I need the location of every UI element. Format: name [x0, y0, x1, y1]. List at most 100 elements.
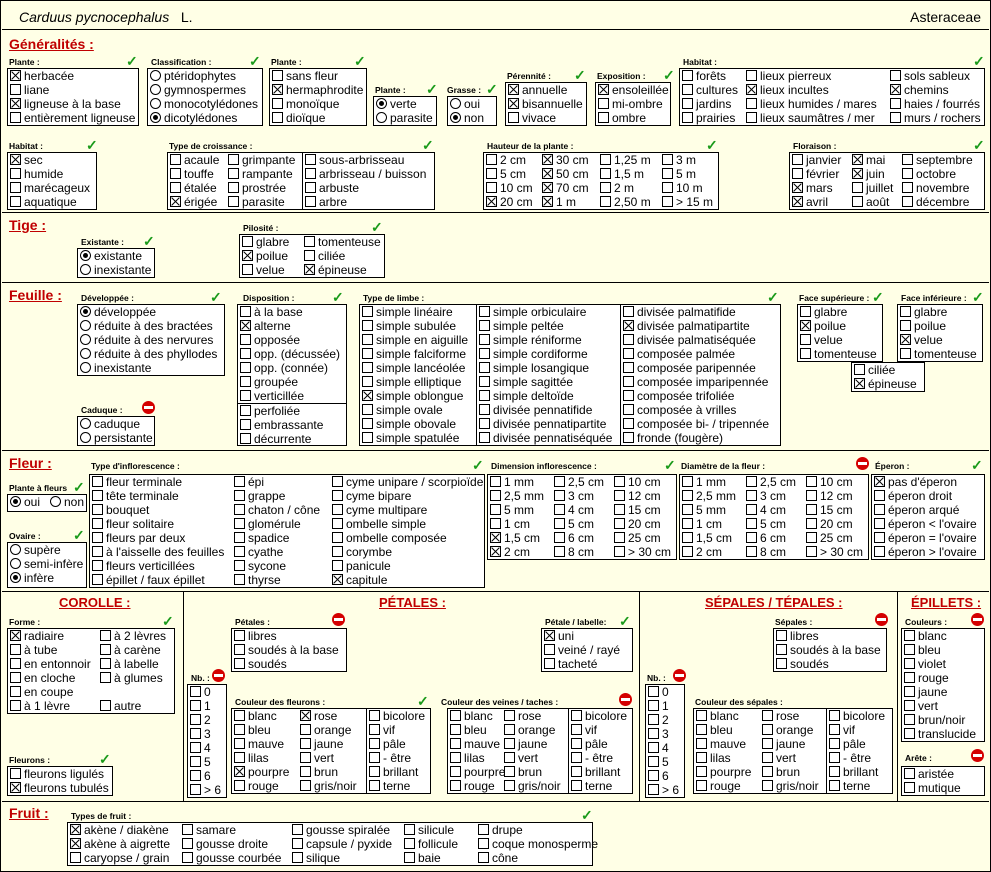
option-diminflo[interactable]: 1 cm: [490, 517, 530, 531]
option-limbe[interactable]: composée trifoliée: [623, 389, 734, 403]
option-developpee[interactable]: réduite à des nervures: [80, 333, 213, 347]
option-diminflo[interactable]: 2 cm: [490, 545, 530, 559]
option-classification[interactable]: dicotylédones: [150, 111, 237, 125]
option-coulfleurons[interactable]: rose: [300, 709, 337, 723]
checkbox[interactable]: [450, 738, 461, 749]
checkbox[interactable]: [829, 766, 840, 777]
checkbox[interactable]: [479, 432, 490, 443]
option-inflorescence[interactable]: tête terminale: [92, 489, 179, 503]
checkbox[interactable]: [234, 630, 245, 641]
checkbox[interactable]: [571, 724, 582, 735]
option-fruits[interactable]: gousse droite: [182, 837, 268, 851]
option-arete[interactable]: mutique: [904, 781, 961, 795]
option-coulfleurons[interactable]: blanc: [234, 709, 277, 723]
option-habitat1[interactable]: lieux humides / mares: [746, 97, 877, 111]
option-limbe[interactable]: simple linéaire: [362, 305, 453, 319]
option-diamfleur[interactable]: 4 cm: [746, 503, 786, 517]
option-pilosite[interactable]: épineuse: [304, 263, 367, 277]
checkbox[interactable]: [369, 710, 380, 721]
option-limbe[interactable]: simple falciforme: [362, 347, 466, 361]
option-coulveines[interactable]: bleu: [450, 723, 487, 737]
option-diamfleur[interactable]: 1,5 cm: [682, 531, 732, 545]
option-limbe[interactable]: simple ovale: [362, 403, 443, 417]
checkbox[interactable]: [614, 518, 625, 529]
checkbox[interactable]: [10, 672, 21, 683]
checkbox[interactable]: [696, 724, 707, 735]
option-labelle[interactable]: tacheté: [544, 657, 597, 671]
option-floraison[interactable]: janvier: [792, 153, 841, 167]
option-disposition[interactable]: alterne: [240, 319, 291, 333]
option-inflorescence[interactable]: grappe: [234, 489, 285, 503]
option-limbe[interactable]: composée imparipennée: [623, 375, 768, 389]
checkbox[interactable]: [362, 362, 373, 373]
option-disposition[interactable]: opp. (connée): [240, 361, 328, 375]
option-inflorescence[interactable]: capitule: [332, 573, 387, 587]
option-classification[interactable]: monocotylédones: [150, 97, 258, 111]
option-hauteur[interactable]: 5 m: [662, 167, 696, 181]
option-existante[interactable]: existante: [80, 249, 142, 263]
checkbox[interactable]: [746, 532, 757, 543]
option-hauteur[interactable]: 10 cm: [486, 181, 533, 195]
checkbox[interactable]: [648, 728, 659, 739]
checkbox[interactable]: [600, 182, 611, 193]
checkbox[interactable]: [614, 546, 625, 557]
checkbox[interactable]: [746, 490, 757, 501]
option-coulveines[interactable]: rose: [504, 709, 541, 723]
option-petales[interactable]: soudés: [234, 657, 287, 671]
option-pilosite[interactable]: glabre: [242, 235, 289, 249]
option-coulfleurons[interactable]: rouge: [234, 779, 279, 793]
option-limbe[interactable]: simple en aiguille: [362, 333, 468, 347]
checkbox[interactable]: [234, 738, 245, 749]
option-diminflo[interactable]: 4 cm: [554, 503, 594, 517]
checkbox[interactable]: [362, 432, 373, 443]
checkbox[interactable]: [800, 348, 811, 359]
option-diminflo[interactable]: 5 cm: [554, 517, 594, 531]
checkbox[interactable]: [623, 362, 634, 373]
checkbox[interactable]: [332, 560, 343, 571]
checkbox[interactable]: [806, 476, 817, 487]
option-coulsepales[interactable]: pourpre: [696, 765, 751, 779]
checkbox[interactable]: [504, 780, 515, 791]
checkbox[interactable]: [362, 306, 373, 317]
option-coulveines[interactable]: brun: [504, 765, 542, 779]
option-developpee[interactable]: inexistante: [80, 361, 151, 375]
option-limbe[interactable]: composée à vrilles: [623, 403, 736, 417]
option-hauteur[interactable]: 1 m: [542, 195, 576, 209]
checkbox[interactable]: [305, 168, 316, 179]
option-fleurons[interactable]: fleurons ligulés: [10, 767, 104, 781]
checkbox[interactable]: [900, 334, 911, 345]
option-croissance[interactable]: érigée: [170, 195, 217, 209]
option-hauteur[interactable]: 20 cm: [486, 195, 533, 209]
checkbox[interactable]: [479, 334, 490, 345]
option-hauteur[interactable]: 1,5 m: [600, 167, 644, 181]
checkbox[interactable]: [746, 84, 757, 95]
checkbox[interactable]: [479, 348, 490, 359]
option-disposition[interactable]: groupée: [240, 375, 298, 389]
checkbox[interactable]: [554, 546, 565, 557]
checkbox[interactable]: [508, 84, 519, 95]
checkbox[interactable]: [600, 154, 611, 165]
option-inflorescence[interactable]: chaton / cône: [234, 503, 320, 517]
checkbox[interactable]: [478, 838, 489, 849]
option-faceextra[interactable]: ciliée: [854, 363, 895, 377]
option-limbe[interactable]: simple orbiculaire: [479, 305, 586, 319]
checkbox[interactable]: [92, 546, 103, 557]
checkbox[interactable]: [170, 182, 181, 193]
checkbox[interactable]: [292, 852, 303, 863]
option-couleurs[interactable]: rouge: [904, 671, 949, 685]
checkbox[interactable]: [479, 418, 490, 429]
checkbox[interactable]: [490, 532, 501, 543]
option-plantefleurs[interactable]: non: [50, 495, 84, 509]
option-coulsepales[interactable]: brun: [762, 765, 800, 779]
option-coulfleurons[interactable]: vif: [369, 723, 395, 737]
option-coulfleurons[interactable]: mauve: [234, 737, 284, 751]
checkbox[interactable]: [362, 376, 373, 387]
checkbox[interactable]: [852, 182, 863, 193]
option-coulsepales[interactable]: brillant: [829, 765, 878, 779]
checkbox[interactable]: [304, 264, 315, 275]
checkbox[interactable]: [272, 70, 283, 81]
option-coulsepales[interactable]: pâle: [829, 737, 866, 751]
option-sepales[interactable]: soudés à la base: [776, 643, 881, 657]
checkbox[interactable]: [874, 518, 885, 529]
checkbox[interactable]: [762, 710, 773, 721]
